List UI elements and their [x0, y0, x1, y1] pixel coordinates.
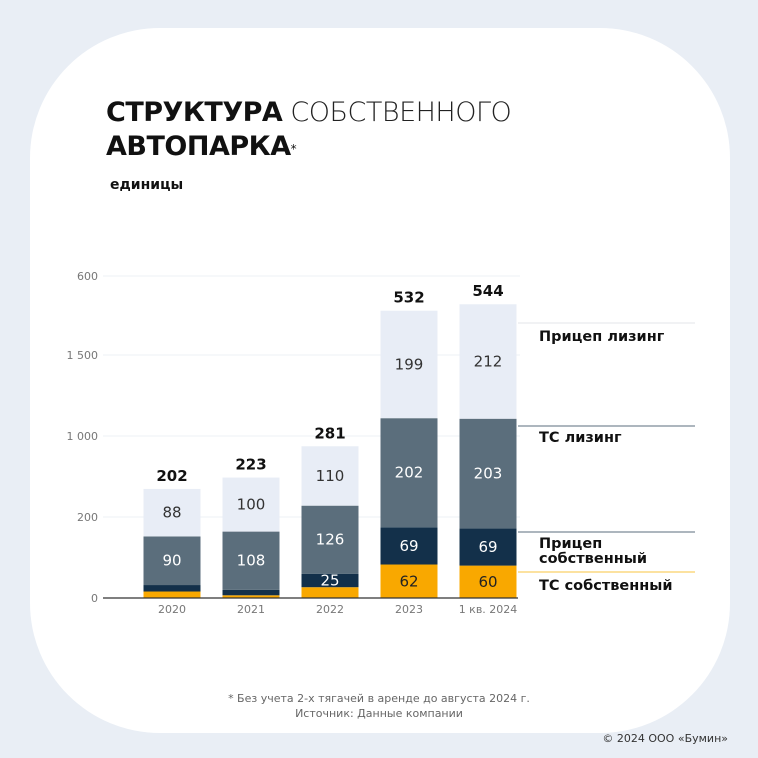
title-line2: АВТОПАРКА — [106, 131, 291, 162]
bar-segment — [222, 531, 280, 590]
title-light: СОБСТВЕННОГО — [290, 97, 512, 128]
bar-segment — [459, 304, 517, 419]
total-label: 281 — [314, 424, 345, 442]
data-label: 69 — [478, 538, 497, 556]
card — [30, 28, 730, 733]
total-label: 202 — [156, 467, 187, 485]
bar-segment — [222, 595, 280, 598]
bar-segment — [380, 527, 438, 565]
legend-label: Прицеп — [539, 536, 602, 552]
legend-label: ТС лизинг — [539, 430, 622, 446]
y-tick-label: 200 — [77, 511, 98, 524]
x-tick-label: 1 кв. 2024 — [459, 603, 518, 616]
legend-label: Прицеп лизинг — [539, 329, 665, 345]
bar-segment — [380, 418, 438, 528]
bar-segment — [301, 587, 359, 598]
y-tick-label: 0 — [91, 592, 98, 605]
data-label: 69 — [399, 537, 418, 555]
data-label: 90 — [162, 552, 181, 570]
legend-label: ТС собственный — [539, 578, 673, 594]
legend-label: собственный — [539, 551, 647, 567]
data-label: 25 — [320, 571, 339, 589]
total-label: 544 — [472, 282, 503, 300]
data-label: 62 — [399, 572, 418, 590]
data-label: 203 — [474, 465, 503, 483]
bar-segment — [380, 564, 438, 598]
x-tick-label: 2023 — [395, 603, 423, 616]
bar-segment — [301, 505, 359, 574]
unit-label: единицы — [110, 177, 184, 193]
bar-segment — [143, 488, 201, 537]
title-bold: СТРУКТУРА — [106, 97, 283, 128]
bar-segment — [380, 310, 438, 419]
data-label: 212 — [474, 352, 503, 370]
y-tick-label: 600 — [77, 270, 98, 283]
data-label: 202 — [395, 464, 424, 482]
chart-title: СТРУКТУРА СОБСТВЕННОГО АВТОПАРКА* — [106, 96, 512, 164]
bar-segment — [301, 446, 359, 506]
total-label: 223 — [235, 456, 266, 474]
bar-segment — [301, 573, 359, 588]
source-note: Источник: Данные компании — [295, 707, 463, 720]
y-tick-label: 1 000 — [67, 430, 99, 443]
total-label: 532 — [393, 289, 424, 307]
bar-segment — [459, 418, 517, 529]
copyright: © 2024 ООО «Бумин» — [602, 732, 728, 745]
bar-segment — [143, 585, 201, 592]
bar-segment — [143, 591, 201, 598]
bar-segment — [459, 528, 517, 566]
x-tick-label: 2022 — [316, 603, 344, 616]
bar-segment — [143, 536, 201, 586]
title-footnote-mark: * — [290, 142, 297, 156]
x-tick-label: 2021 — [237, 603, 265, 616]
data-label: 126 — [316, 531, 345, 549]
bar-segment — [222, 589, 280, 596]
y-tick-label: 1 500 — [67, 349, 99, 362]
data-label: 108 — [237, 552, 266, 570]
bar-segment — [222, 477, 280, 532]
footnote: * Без учета 2-х тягачей в аренде до авгу… — [228, 692, 530, 705]
data-label: 100 — [237, 496, 266, 514]
data-label: 110 — [316, 467, 345, 485]
data-label: 199 — [395, 355, 424, 373]
data-label: 60 — [478, 573, 497, 591]
data-label: 88 — [162, 504, 181, 522]
x-tick-label: 2020 — [158, 603, 186, 616]
bar-segment — [459, 565, 517, 598]
